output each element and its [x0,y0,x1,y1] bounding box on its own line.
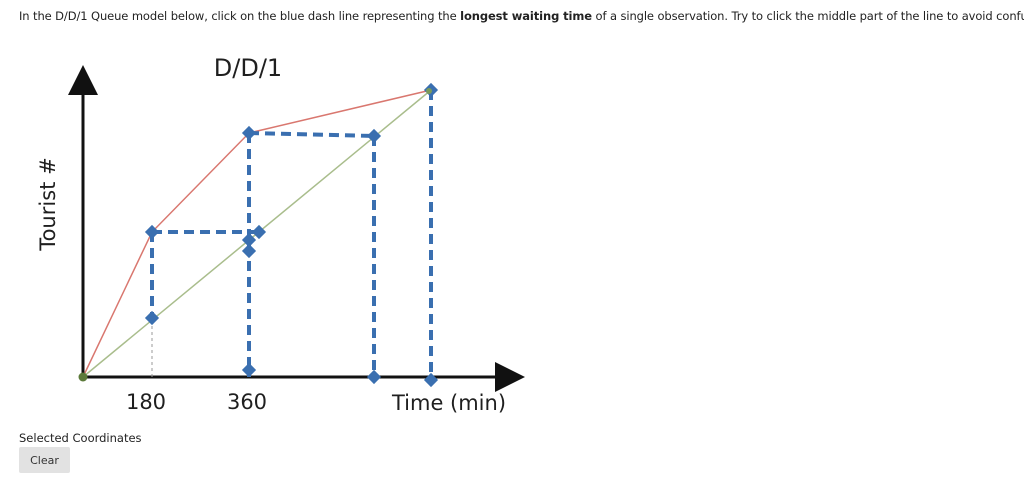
marker-point [144,310,160,326]
marker-point [241,243,257,259]
dashed-lines [150,90,433,380]
x-tick-180: 180 [126,390,166,414]
end-point [426,88,432,94]
origin-point [78,372,88,382]
marker-point [366,369,382,385]
marker-point [241,362,257,378]
x-axis-label: Time (min) [391,391,506,415]
chart-title: D/D/1 [214,54,282,82]
instruction-text: In the D/D/1 Queue model below, click on… [19,9,1024,23]
instruction-before: In the D/D/1 Queue model below, click on… [19,9,461,23]
x-tick-360: 360 [227,390,267,414]
clear-button[interactable]: Clear [19,447,70,473]
marker-point [423,372,439,388]
arrival-curve [82,89,432,378]
selected-coordinates-label: Selected Coordinates [19,431,142,445]
instruction-bold: longest waiting time [460,9,592,23]
waiting-time-line-2[interactable] [248,131,375,138]
instruction-after: of a single observation. Try to click th… [591,9,1024,23]
y-axis-label: Tourist # [36,157,60,251]
markers [144,82,439,388]
marker-point [366,128,382,144]
